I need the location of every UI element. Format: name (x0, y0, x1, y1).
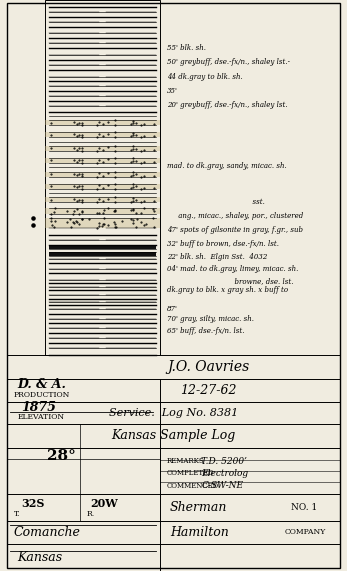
Text: Hamilton: Hamilton (170, 526, 229, 539)
Bar (45, 146, 160, 151)
Text: 04' mad. to dk.gray, limey, micac. sh.: 04' mad. to dk.gray, limey, micac. sh. (167, 266, 298, 274)
Bar (45, 184, 160, 189)
Text: 35': 35' (167, 87, 177, 95)
Text: COMPANY: COMPANY (285, 528, 326, 537)
Text: 70' gray, silty, micac. sh.: 70' gray, silty, micac. sh. (167, 315, 254, 323)
Text: 32S: 32S (21, 498, 44, 509)
Text: 50' greybuff, dse.-fx/n., shaley lst.-: 50' greybuff, dse.-fx/n., shaley lst.- (167, 58, 289, 66)
Text: Kansas Sample Log: Kansas Sample Log (111, 429, 236, 443)
Text: T.: T. (14, 510, 20, 518)
Text: R.: R. (87, 510, 95, 518)
Text: Sherman: Sherman (170, 501, 227, 514)
Text: 44 dk.gray to blk. sh.: 44 dk.gray to blk. sh. (167, 73, 242, 81)
Bar (45, 120, 160, 125)
Text: 22' blk. sh.  Elgin Sst.  4032: 22' blk. sh. Elgin Sst. 4032 (167, 254, 267, 262)
Text: 87': 87' (167, 305, 177, 313)
Text: REMARKS: REMARKS (167, 457, 204, 465)
Text: C-SW-NE: C-SW-NE (201, 481, 243, 490)
Bar (45, 0, 160, 355)
Bar (49, 252, 156, 256)
Text: 20' greybuff, dse.-fx/n., shaley lst.: 20' greybuff, dse.-fx/n., shaley lst. (167, 100, 287, 108)
Text: D. & A.: D. & A. (17, 378, 66, 391)
Text: Service.  Log No. 8381: Service. Log No. 8381 (109, 408, 238, 418)
Text: T.D. 5200’: T.D. 5200’ (201, 457, 247, 466)
Text: 20W: 20W (90, 498, 118, 509)
Text: ELEVATION: ELEVATION (17, 413, 65, 421)
Bar (45, 198, 160, 203)
Text: 65' buff, dse.-fx/n. lst.: 65' buff, dse.-fx/n. lst. (167, 327, 244, 335)
Text: 1875: 1875 (21, 401, 56, 413)
Text: COMPLETED: COMPLETED (167, 469, 214, 477)
Bar (45, 158, 160, 163)
Text: PRODUCTION: PRODUCTION (14, 391, 70, 399)
Text: 12-27-62: 12-27-62 (180, 384, 236, 397)
Text: Comanche: Comanche (14, 526, 81, 539)
Text: J.O. Oavries: J.O. Oavries (167, 360, 249, 374)
Text: mad. to dk.gray, sandy, micac. sh.: mad. to dk.gray, sandy, micac. sh. (167, 162, 286, 170)
Text: browne, dse. lst.: browne, dse. lst. (167, 278, 293, 286)
Text: ang., micac., shaley, por., clustered: ang., micac., shaley, por., clustered (167, 212, 303, 220)
Text: sst.: sst. (167, 199, 264, 207)
Bar (45, 132, 160, 137)
Text: Kansas: Kansas (17, 551, 62, 564)
Text: Electrolog: Electrolog (201, 469, 248, 478)
Bar (49, 246, 156, 249)
Text: 28°: 28° (47, 449, 76, 463)
Bar (45, 218, 160, 228)
Bar (45, 208, 160, 215)
Bar (45, 171, 160, 176)
Text: NO. 1: NO. 1 (291, 503, 318, 512)
Text: 55' blk. sh.: 55' blk. sh. (167, 44, 205, 52)
Text: 32' buff to brown, dse.-fx/n. lst.: 32' buff to brown, dse.-fx/n. lst. (167, 240, 279, 248)
Text: COMMENCED: COMMENCED (167, 482, 219, 490)
Text: 47' spots of gilsonite in gray, f.gr., sub: 47' spots of gilsonite in gray, f.gr., s… (167, 226, 303, 234)
Text: dk.gray to blk. x gray sh. x buff to: dk.gray to blk. x gray sh. x buff to (167, 286, 288, 294)
